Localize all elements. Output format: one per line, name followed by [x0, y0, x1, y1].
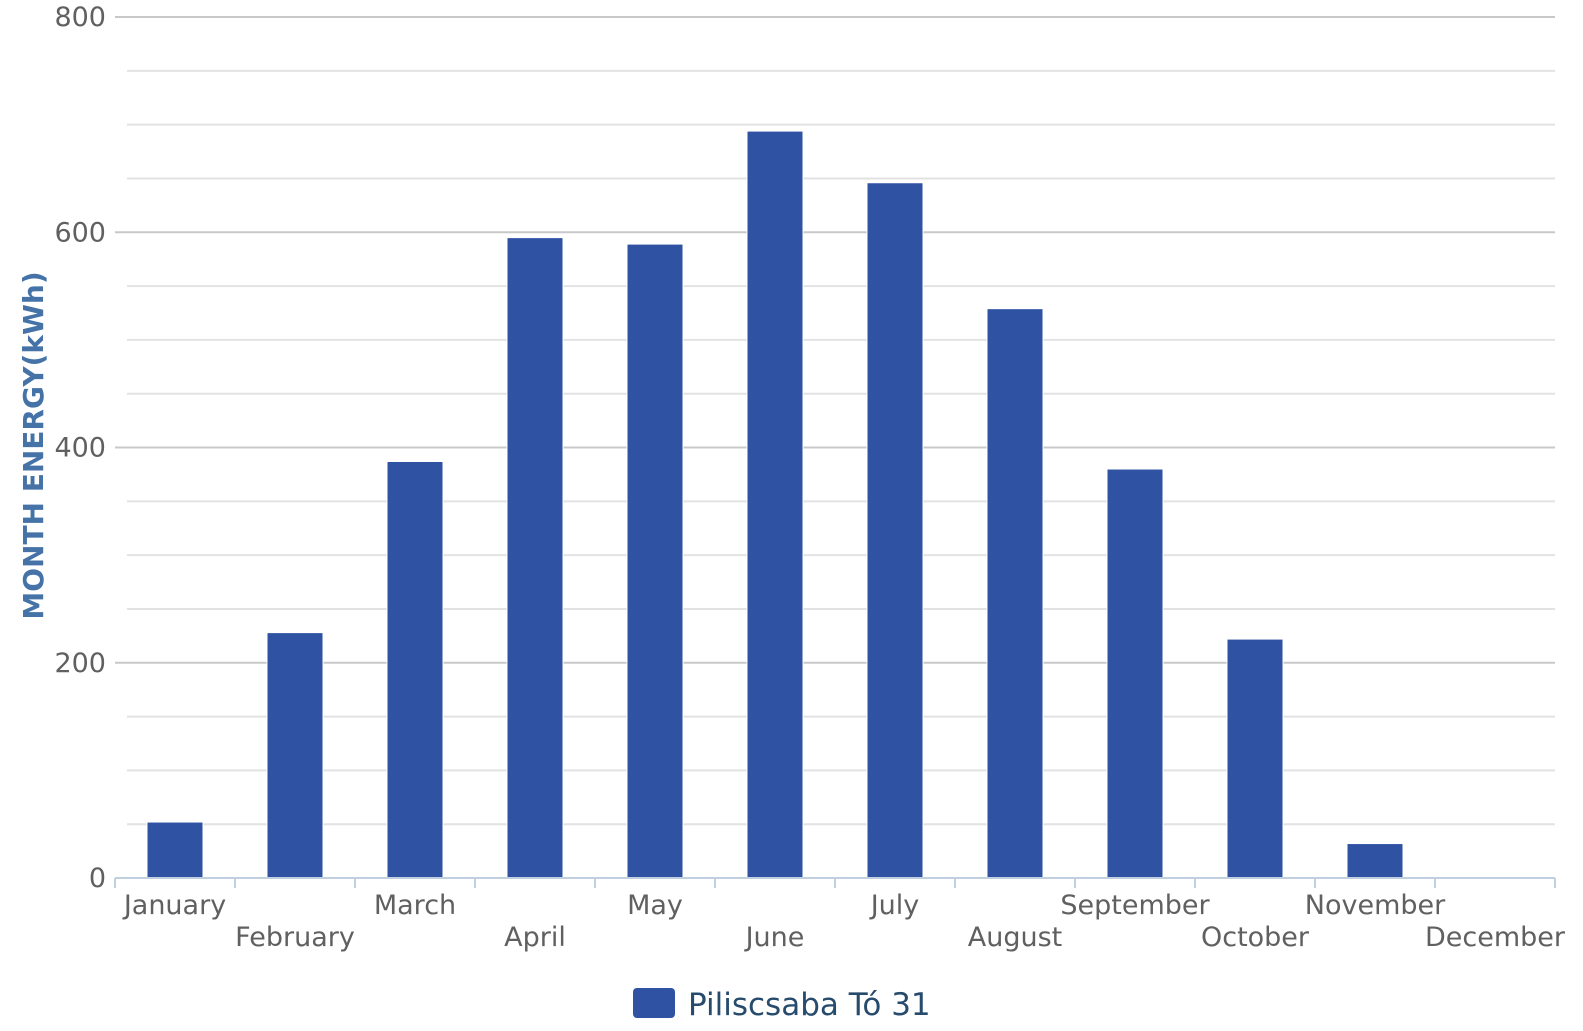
- x-tick-label: April: [504, 922, 566, 953]
- legend-label[interactable]: Piliscsaba Tó 31: [688, 987, 931, 1023]
- x-tick-label: August: [968, 922, 1063, 953]
- y-tick-label: 0: [89, 863, 106, 894]
- x-tick-label: July: [869, 890, 920, 921]
- y-tick-label: 600: [54, 217, 106, 248]
- bar-august[interactable]: [986, 308, 1044, 879]
- bar-april[interactable]: [506, 237, 564, 879]
- x-tick-label: October: [1201, 922, 1310, 953]
- bar-september[interactable]: [1106, 468, 1164, 879]
- bar-january[interactable]: [146, 821, 204, 879]
- bar-march[interactable]: [386, 460, 444, 879]
- legend[interactable]: Piliscsaba Tó 31: [633, 987, 931, 1023]
- bar-series: [146, 130, 1404, 879]
- bar-may[interactable]: [626, 243, 684, 879]
- x-tick-label: February: [235, 922, 355, 953]
- bar-february[interactable]: [266, 632, 324, 879]
- x-tick-label: January: [122, 890, 226, 921]
- x-tick-label: December: [1425, 922, 1566, 953]
- y-tick-label: 800: [54, 2, 106, 33]
- x-tick-label: March: [374, 890, 456, 921]
- bar-june[interactable]: [746, 130, 804, 879]
- x-tick-label: November: [1305, 890, 1446, 921]
- gridlines: [115, 16, 1555, 826]
- bar-november[interactable]: [1346, 843, 1404, 879]
- x-tick-label: May: [627, 890, 683, 921]
- legend-swatch[interactable]: [633, 988, 675, 1018]
- x-tick-label: June: [744, 922, 805, 953]
- y-tick-label: 200: [54, 648, 106, 679]
- bar-october[interactable]: [1226, 638, 1284, 879]
- bar-july[interactable]: [866, 182, 924, 879]
- y-axis: 0 200 400 600 800: [54, 2, 106, 894]
- x-axis: January February March April May June July Augu…: [114, 877, 1566, 953]
- x-tick-label: September: [1060, 890, 1210, 921]
- y-axis-title: MONTH ENERGY(kWh): [17, 271, 50, 619]
- y-tick-label: 400: [54, 433, 106, 464]
